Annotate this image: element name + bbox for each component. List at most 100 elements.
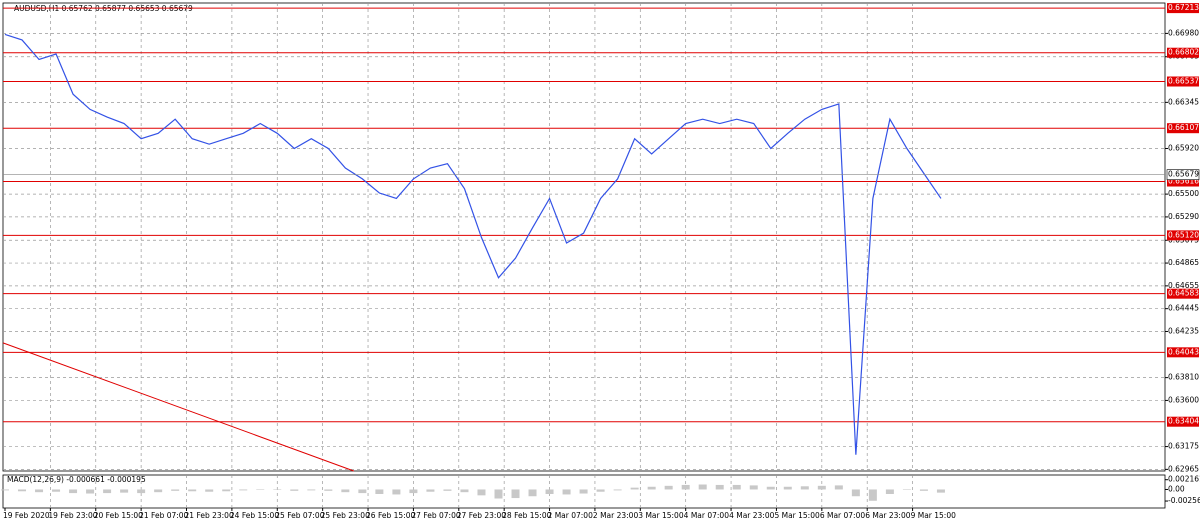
level-label: 0.66537 — [1168, 77, 1199, 86]
macd-bar — [613, 489, 622, 491]
macd-bar — [545, 489, 554, 494]
y-tick-label: 0.62965 — [1168, 464, 1199, 473]
trendline — [2, 342, 355, 472]
y-tick-label: 0.64445 — [1168, 304, 1199, 313]
level-label: 0.66802 — [1168, 48, 1199, 57]
macd-bar — [664, 485, 673, 490]
y-tick-label: 0.65290 — [1168, 212, 1199, 221]
x-tick-label: 19 Feb 23:00 — [48, 511, 97, 520]
level-label-box — [1167, 416, 1199, 427]
macd-bar — [460, 489, 469, 493]
level-label-box — [1167, 3, 1199, 14]
level-label-box — [1167, 347, 1199, 358]
x-tick-label: 27 Feb 23:00 — [457, 511, 506, 520]
macd-bar — [392, 489, 401, 495]
x-tick-label: 6 Mar 23:00 — [865, 511, 911, 520]
macd-bar — [681, 484, 690, 490]
macd-bar — [528, 489, 537, 497]
y-tick-label: 0.64655 — [1168, 281, 1199, 290]
macd-bar — [732, 484, 741, 490]
macd-bar — [426, 489, 435, 492]
macd-bar — [324, 489, 333, 491]
level-label: 0.64043 — [1168, 347, 1199, 356]
current-price-label: 0.65679 — [1168, 170, 1199, 179]
macd-bar — [443, 489, 452, 491]
x-tick-label: 20 Feb 15:00 — [94, 511, 143, 520]
macd-bar — [103, 489, 112, 494]
macd-bar — [188, 489, 197, 492]
macd-bar — [800, 486, 809, 490]
macd-bar — [222, 489, 231, 492]
x-tick-label: 5 Mar 15:00 — [774, 511, 820, 520]
macd-bar — [205, 489, 214, 492]
macd-bar — [154, 489, 163, 493]
macd-bar — [562, 489, 571, 495]
macd-bar — [18, 489, 27, 492]
level-label-box — [1167, 47, 1199, 58]
level-label-box — [1167, 76, 1199, 87]
macd-y-tick-label: 0.002161 — [1168, 475, 1200, 484]
x-tick-label: 25 Feb 23:00 — [321, 511, 370, 520]
x-tick-label: 9 Mar 15:00 — [911, 511, 957, 520]
macd-bar — [35, 489, 44, 493]
level-label: 0.66107 — [1168, 123, 1199, 132]
macd-y-tick-label: 0.00 — [1168, 484, 1185, 493]
macd-bar — [868, 489, 877, 501]
y-tick-label: 0.65500 — [1168, 189, 1199, 198]
x-tick-label: 3 Mar 15:00 — [638, 511, 684, 520]
macd-bar — [579, 489, 588, 494]
y-tick-label: 0.66345 — [1168, 97, 1199, 106]
level-label-box — [1167, 288, 1199, 299]
y-tick-label: 0.65920 — [1168, 144, 1199, 153]
y-tick-label: 0.66980 — [1168, 28, 1199, 37]
macd-bar — [596, 489, 605, 492]
macd-bar — [69, 489, 78, 494]
y-tick-label: 0.64865 — [1168, 258, 1199, 267]
x-tick-label: 2 Mar 23:00 — [593, 511, 639, 520]
x-tick-label: 2 Mar 07:00 — [548, 511, 594, 520]
macd-bar — [834, 485, 843, 490]
macd-title: MACD(12,26,9) -0.000661 -0.000195 — [7, 475, 146, 484]
macd-bar — [715, 484, 724, 490]
macd-bar — [919, 489, 928, 491]
macd-bar — [409, 489, 418, 494]
macd-bar — [647, 486, 656, 490]
price-line — [4, 33, 942, 455]
level-label: 0.63404 — [1168, 417, 1199, 426]
level-label-box — [1167, 176, 1199, 187]
level-label-box — [1167, 123, 1199, 134]
macd-bar — [783, 486, 792, 490]
current-price-box — [1166, 169, 1200, 180]
macd-y-tick-label: -0.002561 — [1168, 496, 1200, 505]
y-tick-label: 0.64235 — [1168, 326, 1199, 335]
macd-bar — [511, 489, 520, 499]
main-panel — [2, 2, 1166, 472]
macd-bar — [936, 489, 945, 493]
x-tick-label: 4 Mar 23:00 — [729, 511, 775, 520]
x-tick-label: 26 Feb 15:00 — [366, 511, 415, 520]
level-label: 0.65616 — [1168, 177, 1199, 186]
level-label-box — [1167, 230, 1199, 241]
macd-bar — [256, 489, 265, 490]
macd-bar — [1, 489, 9, 491]
x-tick-label: 24 Feb 15:00 — [230, 511, 279, 520]
macd-bar — [477, 489, 486, 496]
macd-bar — [494, 489, 503, 499]
macd-bar — [749, 485, 758, 490]
macd-bar — [885, 489, 894, 494]
macd-bar — [307, 489, 316, 491]
macd-bar — [120, 489, 129, 493]
macd-bar — [902, 489, 911, 490]
y-tick-label: 0.63810 — [1168, 373, 1199, 382]
macd-bar — [766, 486, 775, 490]
y-tick-label: 0.63600 — [1168, 395, 1199, 404]
macd-panel — [2, 474, 1166, 509]
macd-bar — [171, 489, 180, 491]
macd-bar — [375, 489, 384, 494]
x-tick-label: 4 Mar 07:00 — [684, 511, 730, 520]
macd-bar — [817, 485, 826, 490]
macd-bar — [341, 489, 350, 493]
macd-bar — [86, 489, 95, 494]
macd-bar — [630, 487, 639, 490]
macd-bar — [52, 489, 61, 492]
